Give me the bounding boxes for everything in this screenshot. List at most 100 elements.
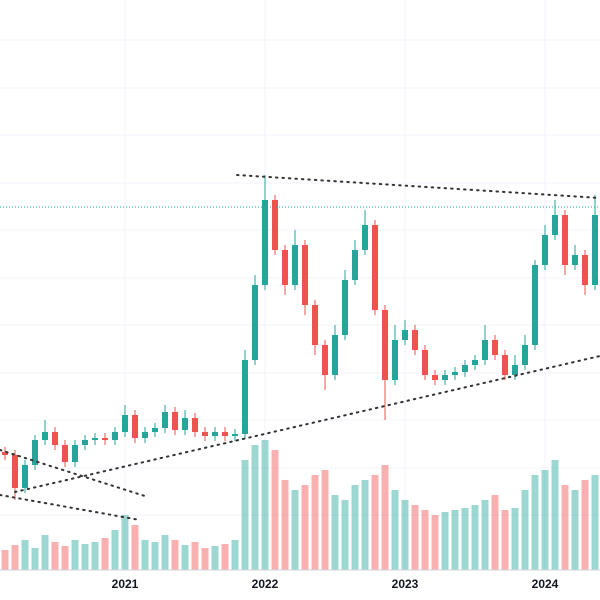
candle-body [302,245,308,305]
x-tick-label: 2021 [112,577,139,591]
volume-bar [41,535,49,570]
candle-body [202,432,208,436]
candle-body [432,375,438,380]
volume-bar [51,542,59,570]
candle-body [532,265,538,345]
volume-bar [391,490,399,570]
candle-body [92,438,98,440]
candle-body [392,340,398,380]
volume-bar [561,485,569,570]
volume-bar [581,480,589,570]
candle-body [462,365,468,372]
candle-body [112,432,118,440]
candle-body [382,310,388,380]
volume-bar [461,508,469,570]
candle-body [522,345,528,365]
candle-body [592,215,598,285]
volume-bar [21,540,29,570]
volume-bar [451,510,459,570]
candle-body [182,418,188,430]
candle-body [562,215,568,265]
volume-bar [231,540,239,570]
candle-body [52,432,58,445]
candle-body [512,365,518,375]
volume-bar [401,500,409,570]
volume-bar [31,548,39,570]
volume-bar [511,508,519,570]
volume-bar [201,548,209,570]
volume-bar [331,495,339,570]
volume-bar [411,505,419,570]
candle-body [352,250,358,280]
candle-body [582,255,588,285]
volume-bar [131,525,139,570]
volume-bar [311,475,319,570]
candle-body [252,285,258,360]
volume-bar [371,475,379,570]
candle-layer [2,175,598,500]
volume-bar [71,540,79,570]
volume-bar [471,505,479,570]
volume-bar [591,475,599,570]
volume-bar [421,510,429,570]
candle-body [42,432,48,440]
candle-body [62,445,68,462]
candle-body [242,360,248,434]
candle-body [262,200,268,285]
trend-line [0,494,141,521]
volume-bar [121,515,129,570]
candle-body [452,372,458,375]
candle-body [552,215,558,235]
volume-bar [241,460,249,570]
trend-line [14,355,600,493]
candle-body [222,432,228,436]
candle-body [312,305,318,345]
candle-body [162,412,168,428]
candle-body [212,432,218,436]
volume-bar [221,544,229,570]
candle-body [342,280,348,335]
x-tick-label: 2022 [252,577,279,591]
volume-bar [11,545,19,570]
candle-body [102,438,108,440]
candle-body [472,360,478,365]
volume-bar [521,490,529,570]
volume-bar [101,538,109,570]
volume-bar [501,510,509,570]
candle-body [72,445,78,462]
volume-bar [301,485,309,570]
volume-bar [531,475,539,570]
volume-bar [551,460,559,570]
grid [0,0,600,570]
volume-bar [91,542,99,570]
candle-body [412,330,418,350]
volume-bar [351,485,359,570]
candle-body [32,440,38,465]
candle-body [372,225,378,310]
x-tick-label: 2023 [392,577,419,591]
candle-body [22,465,28,488]
volume-bar [251,445,259,570]
candle-body [172,412,178,430]
x-tick-label: 2024 [532,577,559,591]
volume-bar [491,495,499,570]
volume-bar [111,530,119,570]
drawings [0,174,600,521]
candle-body [152,428,158,432]
volume-bar [381,465,389,570]
volume-bar [261,440,269,570]
candle-body [572,255,578,265]
candle-body [142,432,148,438]
volume-bar [571,490,579,570]
candle-body [422,350,428,375]
candle-body [2,452,8,455]
volume-bar [271,450,279,570]
volume-layer [1,440,599,570]
candle-body [292,245,298,285]
volume-bar [171,540,179,570]
volume-bar [151,542,159,570]
candle-body [332,335,338,375]
trend-line [236,174,600,199]
volume-bar [431,515,439,570]
